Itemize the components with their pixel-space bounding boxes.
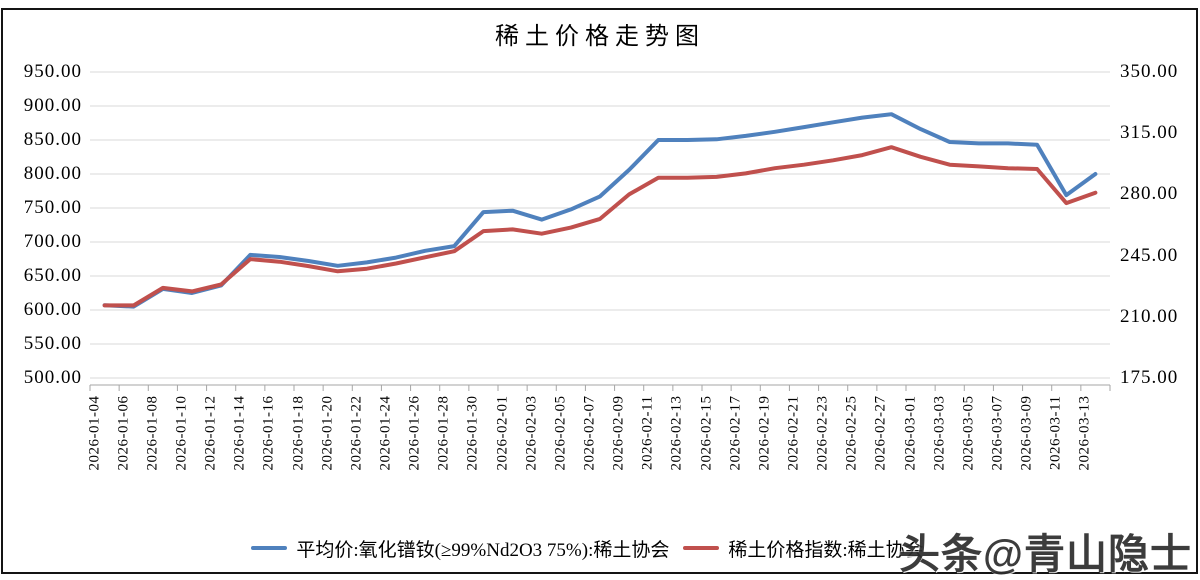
legend-item-price-index: 稀土价格指数:稀土协会 bbox=[683, 535, 924, 562]
x-axis-label: 2026-01-22 bbox=[348, 395, 365, 471]
y-axis-label-left: 650.00 bbox=[23, 265, 82, 286]
x-axis-label: 2026-03-07 bbox=[989, 395, 1006, 471]
y-axis-label-right: 175.00 bbox=[1120, 367, 1179, 388]
x-axis-label: 2026-01-30 bbox=[464, 395, 481, 471]
y-axis-label-right: 280.00 bbox=[1120, 183, 1179, 205]
x-axis-label: 2026-02-21 bbox=[785, 395, 802, 471]
legend-item-avg-price: 平均价:氧化镨钕(≥99%Nd2O3 75%):稀土协会 bbox=[251, 535, 669, 562]
x-axis-label: 2026-01-12 bbox=[202, 395, 219, 471]
x-axis-label: 2026-02-27 bbox=[872, 395, 889, 471]
x-axis-label: 2026-01-20 bbox=[319, 395, 336, 471]
x-axis-label: 2026-01-16 bbox=[260, 395, 277, 471]
x-axis-label: 2026-02-05 bbox=[552, 395, 569, 471]
x-axis-label: 2026-03-05 bbox=[960, 395, 977, 471]
x-axis-label: 2026-02-15 bbox=[698, 395, 715, 471]
legend-label-price-index: 稀土价格指数:稀土协会 bbox=[728, 539, 924, 561]
x-axis-label: 2026-02-09 bbox=[610, 395, 627, 471]
y-axis-label-right: 315.00 bbox=[1120, 122, 1179, 144]
chart-title: 稀土价格走势图 bbox=[495, 24, 705, 50]
x-axis-label: 2026-02-07 bbox=[581, 395, 598, 471]
y-axis-label-left: 900.00 bbox=[23, 95, 82, 116]
series-line-1 bbox=[102, 145, 1098, 308]
y-axis-label-left: 850.00 bbox=[23, 129, 82, 150]
y-axis-label-left: 700.00 bbox=[23, 231, 82, 252]
x-axis-label: 2026-01-04 bbox=[86, 395, 103, 471]
y-axis-label-left: 800.00 bbox=[23, 163, 82, 184]
y-axis-label-left: 600.00 bbox=[23, 299, 82, 320]
x-axis-label: 2026-01-26 bbox=[406, 395, 423, 471]
legend-line-sample-red bbox=[683, 546, 720, 550]
legend-label-avg-price: 平均价:氧化镨钕(≥99%Nd2O3 75%):稀土协会 bbox=[296, 539, 670, 561]
x-axis-label: 2026-02-23 bbox=[814, 395, 831, 471]
x-axis-label: 2026-03-09 bbox=[1018, 395, 1035, 471]
y-axis-label-right: 210.00 bbox=[1120, 305, 1179, 327]
x-axis-label: 2026-03-03 bbox=[931, 395, 948, 471]
x-axis-label: 2026-02-11 bbox=[639, 395, 656, 470]
x-axis-label: 2026-01-10 bbox=[173, 395, 190, 471]
x-axis-label: 2026-03-11 bbox=[1047, 395, 1064, 470]
y-axis-label-right: 245.00 bbox=[1120, 244, 1179, 266]
x-axis-label: 2026-02-01 bbox=[494, 395, 511, 471]
x-axis-label: 2026-02-13 bbox=[668, 395, 685, 471]
y-axis-label-right: 350.00 bbox=[1120, 61, 1179, 82]
x-axis-label: 2026-02-19 bbox=[756, 395, 773, 471]
x-axis-label: 2026-03-13 bbox=[1076, 395, 1093, 471]
x-axis-label: 2026-01-24 bbox=[377, 395, 394, 471]
y-axis-label-left: 950.00 bbox=[23, 61, 82, 82]
legend-line-sample-blue bbox=[251, 546, 288, 550]
x-axis-label: 2026-01-28 bbox=[435, 395, 452, 471]
y-axis-label-left: 500.00 bbox=[23, 367, 82, 388]
x-axis-label: 2026-01-18 bbox=[290, 395, 307, 471]
series-line-0 bbox=[102, 112, 1098, 309]
watermark: 头条@青山隐士 bbox=[899, 531, 1192, 577]
x-axis-label: 2026-01-08 bbox=[144, 395, 161, 471]
x-axis-label: 2026-02-25 bbox=[843, 395, 860, 471]
x-axis-label: 2026-02-03 bbox=[523, 395, 540, 471]
legend: 平均价:氧化镨钕(≥99%Nd2O3 75%):稀土协会 稀土价格指数:稀土协会 bbox=[0, 534, 1175, 562]
x-axis-label: 2026-01-06 bbox=[115, 395, 132, 471]
x-axis-label: 2026-01-14 bbox=[231, 395, 248, 471]
x-axis-label: 2026-03-01 bbox=[902, 395, 919, 471]
y-axis-label-left: 750.00 bbox=[23, 197, 82, 218]
x-axis-label: 2026-02-17 bbox=[727, 395, 744, 471]
y-axis-label-left: 550.00 bbox=[23, 333, 82, 354]
